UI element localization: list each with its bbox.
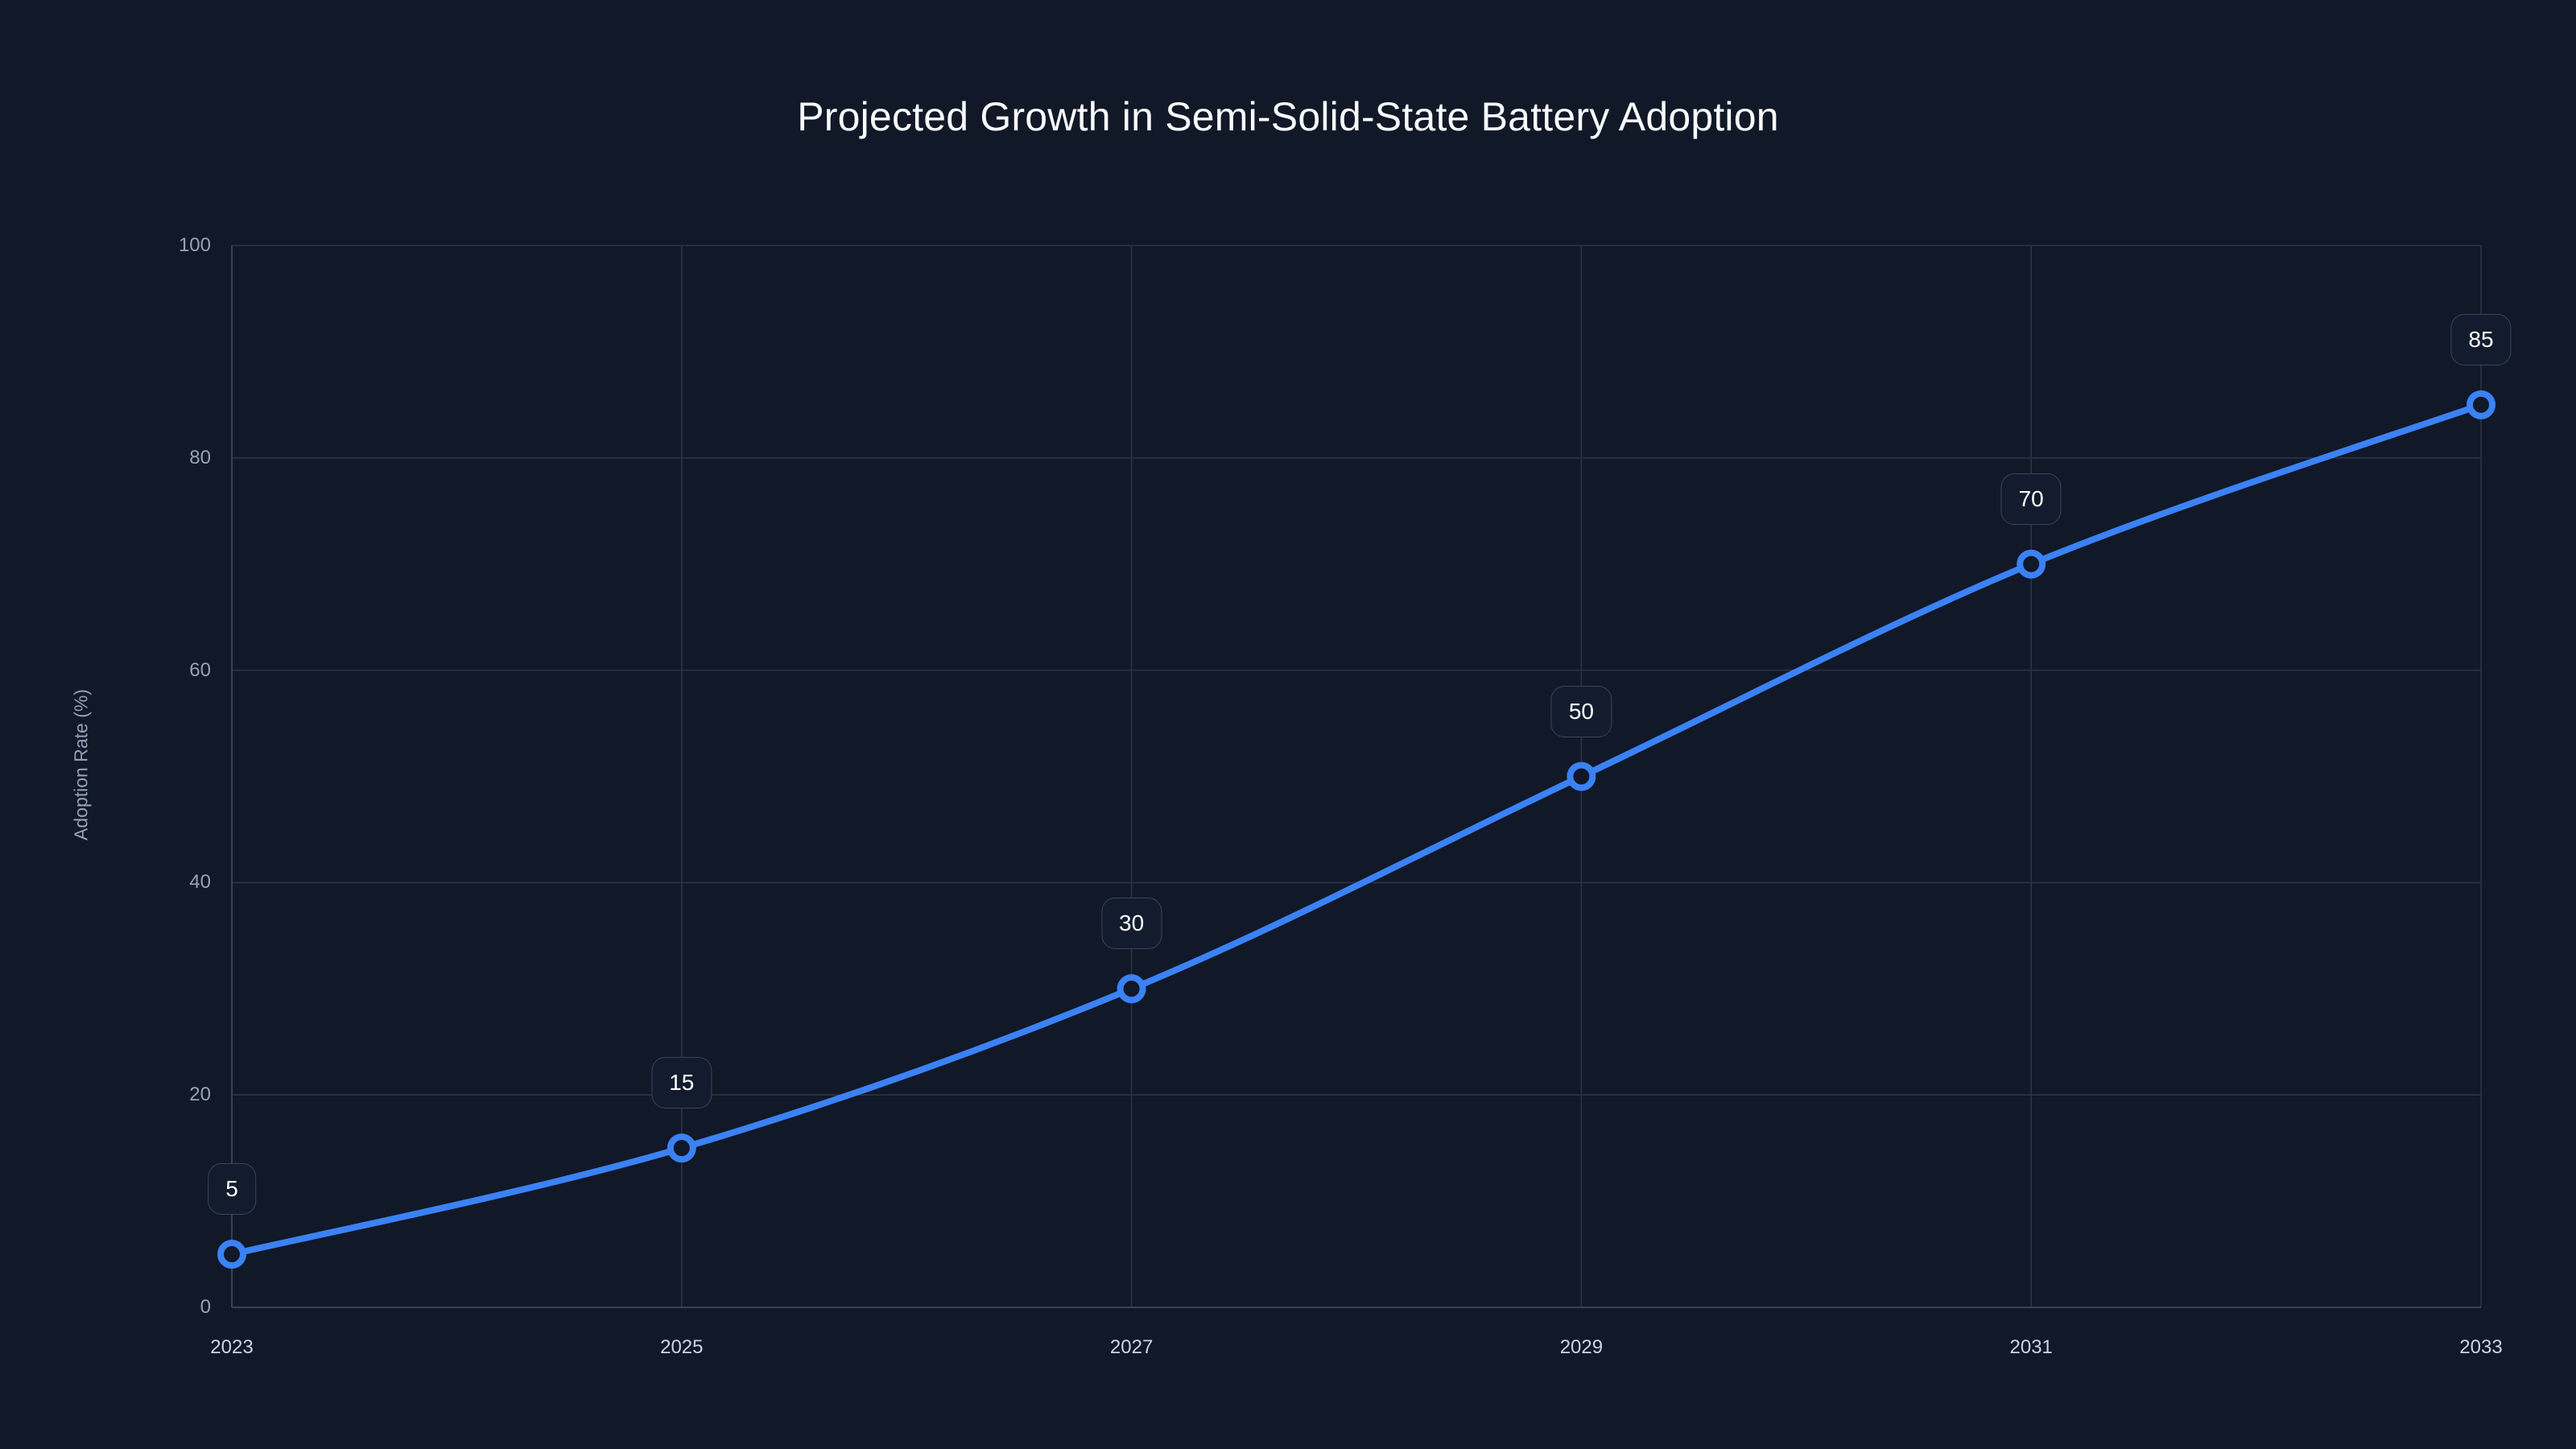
x-tick-label: 2025 — [660, 1336, 704, 1358]
data-point-label: 30 — [1101, 898, 1162, 950]
data-point-marker[interactable] — [1567, 762, 1596, 791]
x-tick-label: 2031 — [2009, 1336, 2053, 1358]
data-point-marker[interactable] — [667, 1133, 696, 1163]
data-point-marker[interactable] — [217, 1240, 246, 1269]
x-tick-label: 2033 — [2459, 1336, 2503, 1358]
data-point-marker[interactable] — [2017, 549, 2046, 579]
series-line-adoption-rate — [229, 401, 2484, 1258]
y-tick-label: 0 — [200, 1296, 211, 1318]
data-point-label: 85 — [2450, 313, 2512, 365]
x-tick-label: 2027 — [1109, 1336, 1154, 1358]
axis-lines — [231, 246, 2481, 1308]
y-tick-label: 80 — [189, 446, 211, 469]
x-tick-label: 2023 — [210, 1336, 254, 1358]
y-tick-label: 20 — [189, 1084, 211, 1106]
series-markers — [217, 390, 2496, 1269]
data-point-label: 15 — [651, 1057, 712, 1109]
chart-title: Projected Growth in Semi-Solid-State Bat… — [797, 94, 1779, 139]
data-point-label: 70 — [2000, 473, 2062, 525]
grid-lines — [231, 245, 2482, 1308]
y-tick-label: 40 — [189, 871, 211, 894]
data-point-marker[interactable] — [2467, 390, 2496, 419]
data-point-label: 50 — [1550, 685, 1612, 737]
y-tick-label: 100 — [178, 234, 211, 256]
data-point-marker[interactable] — [1117, 974, 1146, 1004]
x-tick-label: 2029 — [1559, 1336, 1604, 1358]
y-tick-label: 60 — [189, 658, 211, 681]
data-point-label: 5 — [208, 1163, 256, 1216]
